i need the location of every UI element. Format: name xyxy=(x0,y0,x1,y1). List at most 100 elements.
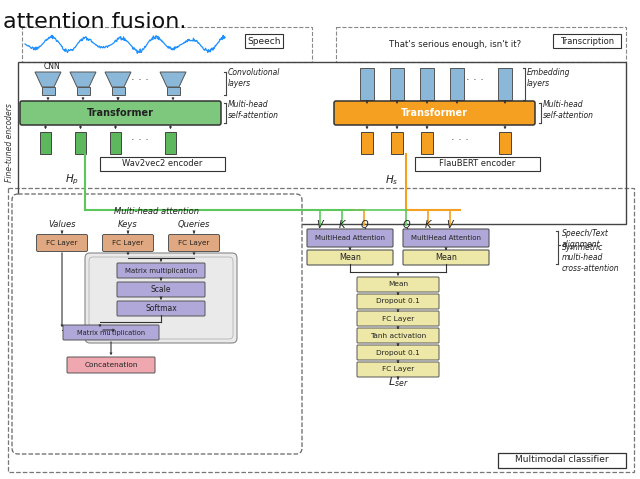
Bar xyxy=(42,87,55,95)
FancyBboxPatch shape xyxy=(403,229,489,247)
Text: FlauBERT encoder: FlauBERT encoder xyxy=(439,160,515,169)
Text: Mean: Mean xyxy=(435,253,457,262)
Text: · · ·: · · · xyxy=(131,75,149,85)
Polygon shape xyxy=(105,72,131,87)
Bar xyxy=(450,68,464,100)
Bar xyxy=(421,132,433,154)
Bar xyxy=(553,34,621,48)
Text: Convolutional
layers: Convolutional layers xyxy=(228,68,280,88)
Bar xyxy=(420,68,434,100)
Bar xyxy=(498,68,512,100)
Bar xyxy=(77,87,90,95)
Text: FC Layer: FC Layer xyxy=(112,240,144,246)
Bar xyxy=(360,68,374,100)
Bar xyxy=(361,132,373,154)
FancyBboxPatch shape xyxy=(403,250,489,265)
FancyBboxPatch shape xyxy=(63,325,159,340)
Text: Concatenation: Concatenation xyxy=(84,362,138,368)
FancyBboxPatch shape xyxy=(67,357,155,373)
FancyBboxPatch shape xyxy=(357,294,439,309)
FancyBboxPatch shape xyxy=(357,277,439,292)
Text: Tanh activation: Tanh activation xyxy=(370,332,426,339)
Text: Transformer: Transformer xyxy=(86,108,154,118)
Text: Transformer: Transformer xyxy=(401,108,467,118)
Text: · · ·: · · · xyxy=(466,75,484,85)
FancyBboxPatch shape xyxy=(117,301,205,316)
Text: Q: Q xyxy=(360,220,368,230)
Text: $H_s$: $H_s$ xyxy=(385,173,399,187)
Text: Softmax: Softmax xyxy=(145,304,177,313)
Text: MultiHead Attention: MultiHead Attention xyxy=(315,235,385,241)
Text: V: V xyxy=(447,220,453,230)
Bar xyxy=(18,62,626,224)
Text: K: K xyxy=(425,220,431,230)
Bar xyxy=(110,132,121,154)
Bar xyxy=(112,87,125,95)
Text: Symmetric
multi-head
cross-attention: Symmetric multi-head cross-attention xyxy=(562,243,620,273)
FancyBboxPatch shape xyxy=(168,235,220,251)
Text: That's serious enough, isn't it?: That's serious enough, isn't it? xyxy=(389,39,521,48)
Text: attention fusion.: attention fusion. xyxy=(3,12,186,32)
Bar xyxy=(167,87,180,95)
Text: $L_{ser}$: $L_{ser}$ xyxy=(388,375,408,389)
Text: FC Layer: FC Layer xyxy=(46,240,77,246)
Bar xyxy=(40,132,51,154)
Text: · · ·: · · · xyxy=(451,135,469,145)
Text: FC Layer: FC Layer xyxy=(382,366,414,373)
Text: Keys: Keys xyxy=(118,219,138,228)
FancyBboxPatch shape xyxy=(357,328,439,343)
FancyBboxPatch shape xyxy=(12,194,302,454)
Bar xyxy=(498,453,626,468)
Polygon shape xyxy=(35,72,61,87)
Text: Mean: Mean xyxy=(339,253,361,262)
FancyBboxPatch shape xyxy=(357,345,439,360)
Text: Multi-head
self-attention: Multi-head self-attention xyxy=(543,100,594,120)
Bar xyxy=(8,188,634,472)
Text: Multi-head
self-attention: Multi-head self-attention xyxy=(228,100,279,120)
FancyBboxPatch shape xyxy=(117,263,205,278)
Text: Speech: Speech xyxy=(247,36,281,46)
Bar xyxy=(75,132,86,154)
Bar xyxy=(391,132,403,154)
FancyBboxPatch shape xyxy=(357,311,439,326)
FancyBboxPatch shape xyxy=(307,229,393,247)
Text: Multi-head attention: Multi-head attention xyxy=(115,207,200,217)
Text: Values: Values xyxy=(48,219,76,228)
Text: Matrix mu tiplication: Matrix mu tiplication xyxy=(77,330,145,335)
Text: Matrix multiplication: Matrix multiplication xyxy=(125,267,197,274)
FancyBboxPatch shape xyxy=(307,250,393,265)
Bar xyxy=(100,157,225,171)
Text: Q: Q xyxy=(402,220,410,230)
FancyBboxPatch shape xyxy=(85,253,237,343)
Bar xyxy=(245,34,283,48)
Bar xyxy=(336,27,626,62)
FancyBboxPatch shape xyxy=(357,362,439,377)
Text: MultiHead Attention: MultiHead Attention xyxy=(411,235,481,241)
Bar xyxy=(165,132,176,154)
Text: K: K xyxy=(339,220,345,230)
Polygon shape xyxy=(70,72,96,87)
FancyBboxPatch shape xyxy=(36,235,88,251)
FancyBboxPatch shape xyxy=(102,235,154,251)
Bar xyxy=(390,68,404,100)
Text: Queries: Queries xyxy=(178,219,210,228)
FancyBboxPatch shape xyxy=(117,282,205,297)
Text: Dropout 0.1: Dropout 0.1 xyxy=(376,350,420,355)
Text: Scale: Scale xyxy=(151,285,172,294)
Text: Transcription: Transcription xyxy=(560,36,614,46)
Text: Multimodal classifier: Multimodal classifier xyxy=(515,456,609,465)
Text: Fine-tuned encoders: Fine-tuned encoders xyxy=(6,103,15,182)
Text: FC Layer: FC Layer xyxy=(179,240,210,246)
Text: FC Layer: FC Layer xyxy=(382,316,414,321)
FancyBboxPatch shape xyxy=(334,101,535,125)
Polygon shape xyxy=(160,72,186,87)
Text: Dropout 0.1: Dropout 0.1 xyxy=(376,298,420,305)
Bar xyxy=(499,132,511,154)
FancyBboxPatch shape xyxy=(20,101,221,125)
Text: V: V xyxy=(317,220,323,230)
Bar xyxy=(415,157,540,171)
Text: $H_p$: $H_p$ xyxy=(65,173,79,187)
Text: Mean: Mean xyxy=(388,282,408,287)
Text: Wav2vec2 encoder: Wav2vec2 encoder xyxy=(122,160,202,169)
Bar xyxy=(22,27,312,62)
